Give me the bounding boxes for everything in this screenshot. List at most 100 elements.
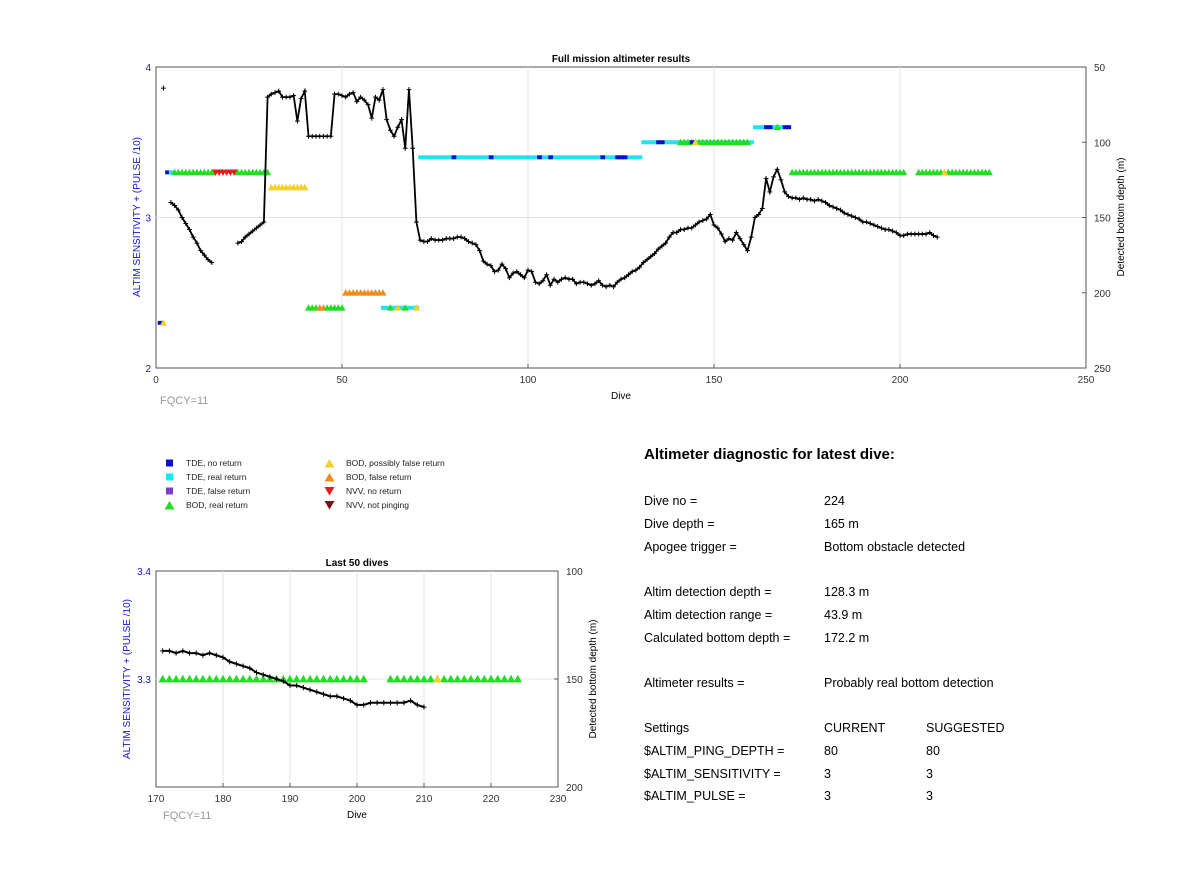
depth-point — [374, 700, 380, 706]
depth-point — [652, 251, 657, 257]
setting-current: 3 — [824, 789, 831, 803]
depth-point — [276, 88, 282, 94]
depth-point — [592, 281, 598, 287]
legend-item: BOD, false return — [320, 472, 412, 482]
depth-point — [707, 212, 713, 217]
depth-point — [425, 239, 430, 244]
depth-point — [291, 93, 297, 98]
legend-swatch — [324, 501, 335, 510]
settings-header-current: CURRENT — [824, 721, 886, 735]
marker-bod-real-return — [439, 674, 449, 683]
depth-point — [551, 276, 557, 282]
depth-point — [893, 230, 899, 235]
depth-point — [233, 661, 239, 667]
depth-point — [287, 94, 293, 100]
depth-point — [741, 242, 747, 247]
marker-tde-real-return — [611, 155, 617, 160]
marker-bod-real-return — [985, 168, 993, 176]
depth-point — [934, 234, 940, 240]
x-tick-label: 210 — [416, 794, 433, 805]
depth-point — [213, 652, 219, 658]
x-tick-label: 0 — [153, 375, 159, 386]
depth-point — [190, 234, 196, 240]
marker-tde-real-return — [492, 155, 498, 160]
depth-point — [406, 87, 412, 92]
depth-point — [173, 650, 179, 656]
depth-point — [354, 702, 360, 708]
diag-row-altim-detection-range: Altim detection range = 43.9 m — [644, 608, 1164, 626]
marker-tde-real-return — [499, 155, 505, 160]
depth-point — [711, 222, 717, 228]
depth-point — [187, 227, 192, 232]
depth-point — [335, 91, 341, 97]
depth-point — [525, 267, 531, 273]
depth-point — [254, 225, 259, 231]
depth-point — [381, 700, 387, 706]
depth-point — [633, 267, 639, 273]
depth-point — [227, 659, 233, 665]
marker-tde-real-return — [384, 305, 390, 310]
legend-item: TDE, no return — [160, 458, 242, 468]
depth-point — [640, 260, 646, 266]
marker-tde-real-return — [455, 155, 461, 160]
x-tick-label: 100 — [520, 375, 537, 386]
marker-bod-possibly-false-return — [941, 168, 949, 176]
y-tick-label: 3.3 — [137, 675, 151, 686]
marker-bod-real-return — [419, 674, 429, 683]
depth-point — [923, 231, 929, 237]
depth-point — [201, 252, 207, 258]
diag-value: 172.2 m — [824, 631, 870, 645]
setting-row-ping-depth: $ALTIM_PING_DEPTH = 80 80 — [644, 744, 1164, 762]
depth-point — [260, 672, 266, 678]
marker-tde-real-return — [581, 155, 587, 160]
setting-row-sensitivity: $ALTIM_SENSITIVITY = 3 3 — [644, 767, 1164, 785]
depth-point — [618, 276, 624, 282]
marker-bod-real-return — [346, 674, 355, 683]
depth-point — [358, 94, 363, 100]
marker-bod-real-return — [218, 674, 228, 683]
depth-point — [209, 260, 215, 266]
depth-point — [401, 700, 407, 706]
marker-bod-real-return — [185, 674, 194, 683]
depth-point — [469, 240, 475, 246]
y2-tick-label: 200 — [1094, 289, 1111, 300]
depth-point — [648, 254, 654, 260]
depth-point — [298, 96, 304, 102]
marker-bod-real-return — [413, 674, 422, 683]
y-tick-label: 3 — [145, 214, 151, 225]
marker-tde-real-return — [652, 140, 658, 145]
depth-point — [183, 221, 189, 226]
depth-point — [871, 222, 877, 228]
depth-point — [161, 85, 166, 91]
depth-point — [361, 97, 367, 103]
depth-point — [845, 212, 851, 217]
legend-swatch — [166, 487, 173, 495]
marker-bod-real-return — [225, 674, 234, 683]
diag-label: Dive no = — [644, 494, 698, 508]
depth-point — [852, 215, 858, 220]
depth-point — [507, 275, 512, 281]
main-chart-title: Full mission altimeter results — [552, 54, 691, 65]
marker-bod-real-return — [486, 674, 496, 683]
legend-item: BOD, real return — [160, 500, 248, 510]
marker-tde-real-return — [477, 155, 483, 160]
marker-bod-real-return — [386, 674, 395, 683]
depth-point — [927, 230, 933, 235]
depth-point — [901, 233, 907, 238]
depth-point — [334, 693, 340, 699]
marker-bod-real-return — [453, 674, 462, 683]
marker-tde-real-return — [555, 155, 561, 160]
depth-point — [812, 198, 817, 204]
depth-point — [767, 189, 773, 195]
marker-bod-real-return — [338, 304, 346, 311]
depth-point — [239, 239, 244, 244]
marker-tde-no-return — [622, 155, 628, 160]
depth-point — [693, 222, 698, 228]
diag-value: Probably real bottom detection — [824, 676, 994, 690]
depth-point — [514, 269, 520, 275]
marker-tde-no-return — [659, 140, 665, 145]
legend-label: TDE, false return — [186, 486, 251, 496]
depth-point — [540, 278, 546, 284]
setting-current: 80 — [824, 744, 838, 758]
depth-point — [373, 94, 378, 100]
